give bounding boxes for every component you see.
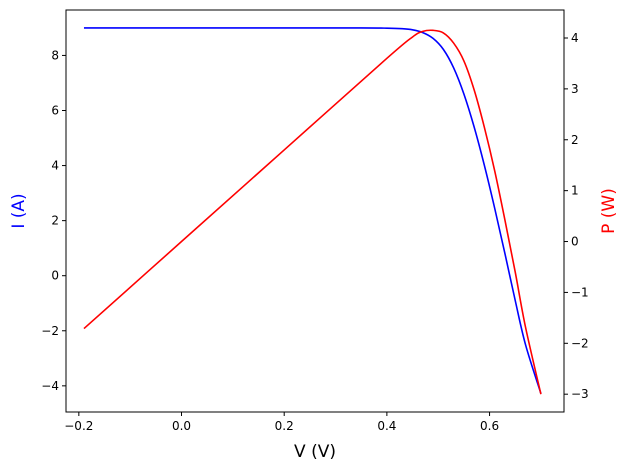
left-y-axis-ticks: −4 −2 0 2 4 6 8 [41,48,66,393]
plot-frame [65,9,565,413]
power-series-line [83,29,542,395]
plot-area [65,9,565,413]
series-lines [83,27,542,395]
y2-tick-label: 3 [571,82,579,96]
right-y-axis-ticks: −3 −2 −1 0 1 2 3 4 [564,31,589,401]
y2-tick-label: −2 [571,336,589,350]
x-axis-ticks: −0.2 0.0 0.2 0.4 0.6 [64,412,499,433]
y2-tick-label: −1 [571,285,589,299]
y-tick-label: 8 [51,48,59,62]
right-y-axis-label: P (W) [599,188,619,234]
y-tick-label: −4 [41,379,59,393]
y2-tick-label: 1 [571,184,579,198]
x-tick-label: −0.2 [64,419,93,433]
y2-tick-label: 0 [571,235,579,249]
y-tick-label: 2 [51,214,59,228]
y-tick-label: 6 [51,104,59,118]
y2-tick-label: 2 [571,133,579,147]
x-tick-label: 0.2 [275,419,294,433]
y2-tick-label: 4 [571,31,579,45]
y-tick-label: 4 [51,159,59,173]
current-series-line [83,27,542,394]
y-tick-label: 0 [51,269,59,283]
left-y-axis-label: I (A) [9,193,29,228]
y-tick-label: −2 [41,324,59,338]
y2-tick-label: −3 [571,387,589,401]
x-tick-label: 0.4 [377,419,396,433]
x-tick-label: 0.6 [480,419,499,433]
x-axis-label: V (V) [294,442,336,462]
x-tick-label: 0.0 [172,419,191,433]
